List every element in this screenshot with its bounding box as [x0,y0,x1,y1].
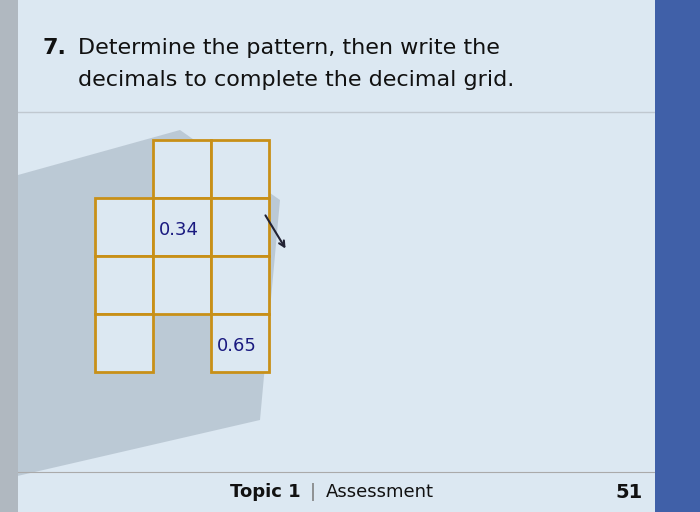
Bar [95,314,153,372]
Bar [211,314,269,372]
Bar [153,140,211,198]
Text: 7.: 7. [42,38,66,58]
Bar [211,198,269,256]
Text: 0.65: 0.65 [217,337,257,355]
Text: Assessment: Assessment [326,483,434,501]
Text: decimals to complete the decimal grid.: decimals to complete the decimal grid. [78,70,514,90]
Text: Topic 1: Topic 1 [230,483,300,501]
Text: |: | [310,483,316,501]
Bar [655,0,700,512]
Bar [211,256,269,314]
Text: Determine the pattern, then write the: Determine the pattern, then write the [78,38,500,58]
Bar [211,140,269,198]
Bar [153,198,211,256]
Bar [153,256,211,314]
Text: 0.34: 0.34 [159,221,199,239]
Bar [95,198,153,256]
Text: 51: 51 [615,482,643,501]
Bar [0,0,18,512]
Bar [95,256,153,314]
Polygon shape [0,130,280,480]
